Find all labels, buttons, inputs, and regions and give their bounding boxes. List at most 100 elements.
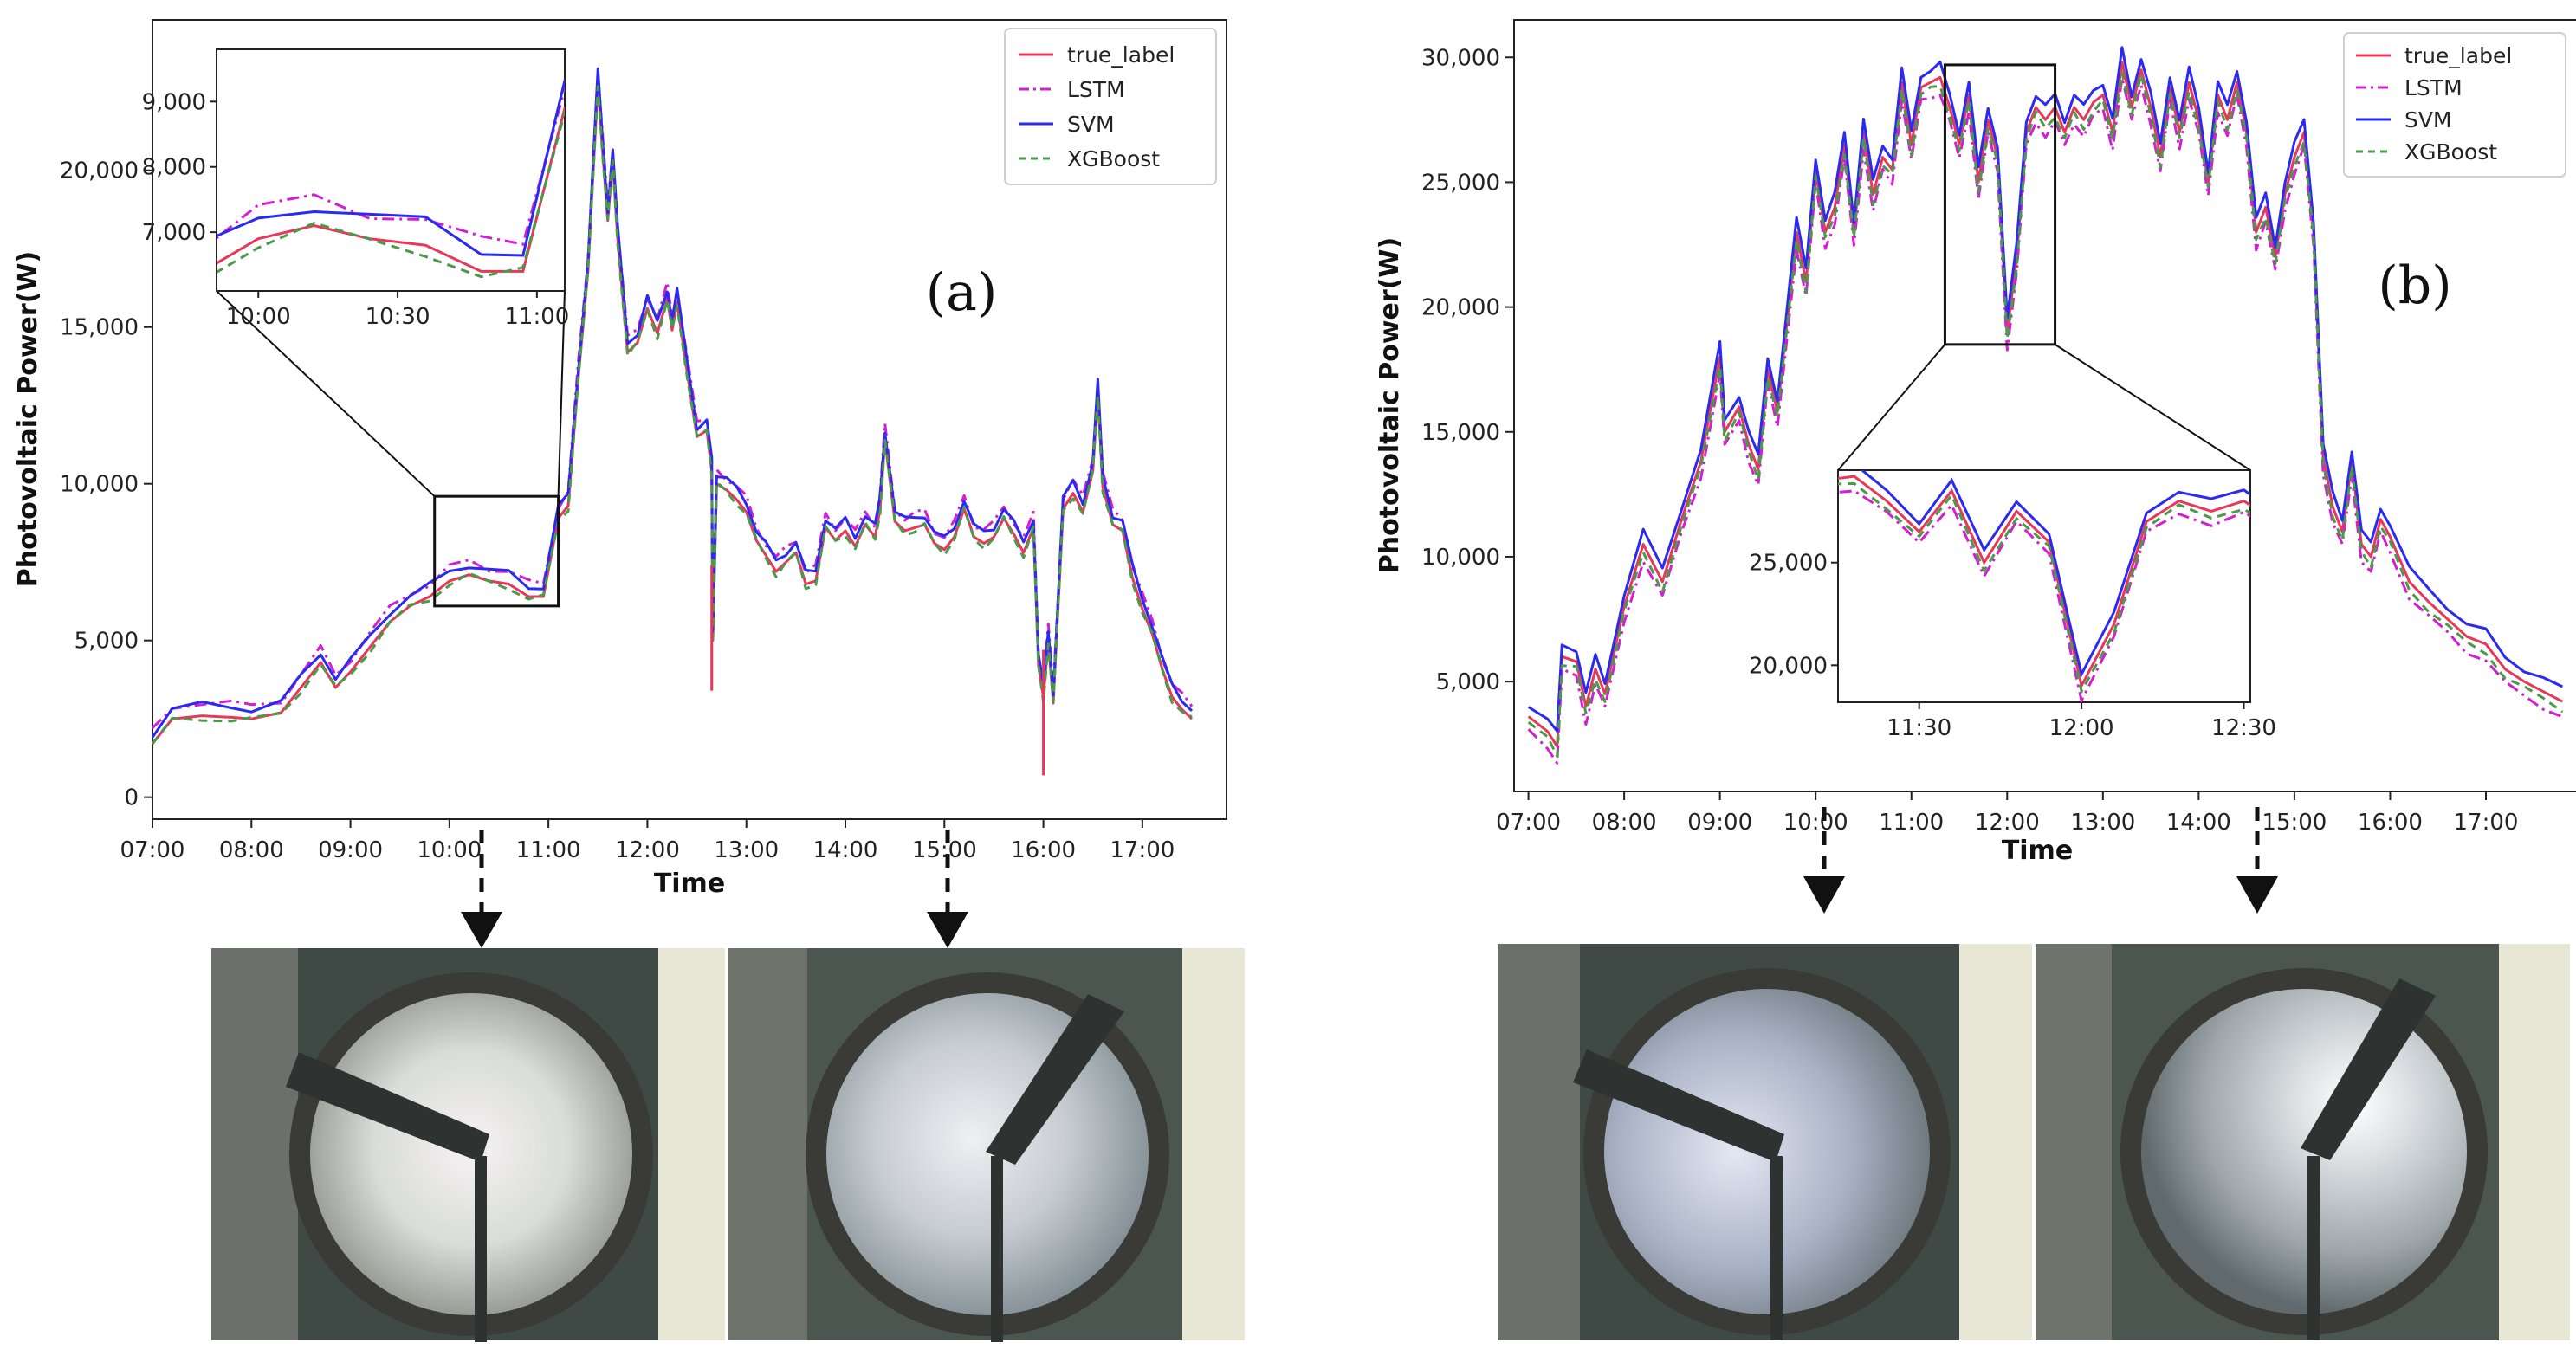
inset-series-line-xgboost (217, 111, 565, 279)
series-lines (1527, 46, 2564, 765)
x-axis-title: Time (654, 868, 725, 899)
inset-x-tick-label: 11:30 (1887, 715, 1951, 741)
inset-y-tick-label: 20,000 (1749, 653, 1828, 679)
x-tick-label: 17:00 (2454, 810, 2519, 836)
inset-y-tick-label: 7,000 (142, 220, 206, 246)
legend: true_label LSTM SVM XGBoost (1004, 28, 1217, 185)
x-tick-label: 11:00 (1879, 810, 1944, 836)
legend-label-svm: SVM (1067, 112, 1115, 137)
inset-series-line-svm (1860, 470, 2250, 678)
x-axis-title: Time (2002, 836, 2073, 866)
x-tick-label: 13:00 (2070, 810, 2135, 836)
legend-box (2343, 32, 2566, 178)
x-tick-label: 10:00 (417, 837, 482, 863)
y-axis-title: Photovoltaic Power(W) (13, 251, 43, 587)
legend-label-true-label: true_label (1067, 42, 1175, 68)
inset-series-line-true-label (217, 106, 565, 273)
inset-series-line-svm (217, 78, 565, 257)
inset-x-tick-label: 11:00 (504, 304, 569, 330)
legend-label-lstm: LSTM (1067, 77, 1125, 102)
arrow-10-00 (1803, 807, 1845, 914)
x-tick-label: 13:00 (714, 837, 779, 863)
sky-photo-1 (1498, 944, 2032, 1340)
arrow-10-00 (461, 830, 502, 948)
x-tick-label: 07:00 (1496, 810, 1561, 836)
x-tick-label: 14:00 (2166, 810, 2231, 836)
sky-photo-2 (728, 948, 1245, 1342)
inset-axes: 20,000 25,000 11:30 12:00 12:30 (1749, 551, 2276, 741)
inset-y-tick-label: 9,000 (142, 89, 206, 115)
legend: true_label LSTM SVM XGBoost (2343, 32, 2566, 178)
x-tick-label: 09:00 (318, 837, 383, 863)
inset-x-tick-label: 10:30 (366, 304, 430, 330)
legend-label-svm: SVM (2404, 107, 2452, 132)
series-line-xgboost (1527, 71, 2564, 758)
y-tick-label: 25,000 (1421, 170, 1500, 196)
y-tick-label: 0 (124, 785, 139, 811)
x-tick-label: 11:00 (516, 837, 581, 863)
x-tick-label: 15:00 (912, 837, 977, 863)
y-axis: 5,000 10,000 15,000 20,000 25,000 30,000 (1421, 45, 1514, 695)
arrow-15-00 (927, 830, 968, 948)
y-tick-label: 30,000 (1421, 45, 1500, 71)
inset-series-line-lstm (1838, 489, 2250, 702)
panel-label: (a) (926, 262, 998, 323)
y-tick-label: 10,000 (60, 472, 139, 498)
arrow-15-00 (2236, 807, 2278, 914)
inset-series-lines (1838, 470, 2250, 702)
x-tick-label: 08:00 (219, 837, 284, 863)
inset-chart: 20,000 25,000 11:30 12:00 12:30 (1749, 469, 2276, 741)
x-tick-label: 15:00 (2262, 810, 2327, 836)
y-tick-label: 10,000 (1421, 545, 1500, 571)
zoom-connector (2055, 344, 2251, 471)
legend-label-xgboost: XGBoost (2404, 139, 2497, 165)
y-tick-label: 20,000 (60, 158, 139, 184)
x-tick-label: 10:00 (1783, 810, 1848, 836)
inset-chart: 7,000 8,000 9,000 10:00 10:30 11:00 (142, 48, 570, 330)
panel-a: 0 5,000 10,000 15,000 20,000 07:00 08:00 09:00… (13, 19, 1245, 1342)
x-axis: 07:00 08:00 09:00 10:00 11:00 12:00 13:00 14:00… (1496, 791, 2518, 836)
panel-label: (b) (2378, 255, 2451, 316)
y-tick-label: 5,000 (74, 629, 139, 655)
inset-x-tick-label: 10:00 (226, 304, 291, 330)
zoom-connector (557, 290, 566, 497)
x-tick-label: 08:00 (1592, 810, 1657, 836)
y-tick-label: 20,000 (1421, 295, 1500, 321)
inset-frame (1837, 469, 2251, 703)
x-tick-label: 16:00 (1011, 837, 1076, 863)
zoom-connector (216, 290, 436, 497)
inset-y-tick-label: 25,000 (1749, 551, 1828, 577)
inset-frame (216, 48, 566, 292)
inset-x-tick-label: 12:00 (2049, 715, 2114, 741)
inset-axes: 7,000 8,000 9,000 10:00 10:30 11:00 (142, 89, 570, 330)
legend-box (1004, 28, 1217, 185)
inset-series-lines (217, 78, 565, 279)
sky-photo-1 (211, 948, 725, 1342)
legend-label-lstm: LSTM (2404, 75, 2463, 100)
zoom-connector (1837, 344, 1946, 471)
zoom-box (433, 494, 560, 608)
inset-series-line-xgboost (1838, 481, 2250, 695)
x-tick-label: 07:00 (120, 837, 185, 863)
series-line-xgboost (151, 85, 1193, 745)
series-line-svm (1527, 46, 2564, 733)
series-line-svm (151, 67, 1194, 739)
inset-series-line-true-label (1838, 475, 2250, 690)
x-axis: 07:00 08:00 09:00 10:00 11:00 12:00 13:00 14:00… (120, 819, 1175, 863)
series-lines (151, 67, 1194, 776)
inset-x-tick-label: 12:30 (2211, 715, 2276, 741)
inset-y-tick-label: 8,000 (142, 155, 206, 181)
x-tick-label: 09:00 (1687, 810, 1752, 836)
legend-label-true-label: true_label (2404, 43, 2512, 68)
x-tick-label: 12:00 (615, 837, 680, 863)
y-axis-title: Photovoltaic Power(W) (1375, 237, 1405, 573)
zoom-box (1943, 63, 2057, 346)
y-axis: 0 5,000 10,000 15,000 20,000 (60, 158, 152, 811)
y-tick-label: 15,000 (1421, 420, 1500, 446)
x-tick-label: 12:00 (1975, 810, 2040, 836)
y-tick-label: 5,000 (1436, 669, 1500, 695)
panel-b: 5,000 10,000 15,000 20,000 25,000 30,000 07:0… (1375, 19, 2576, 1340)
legend-label-xgboost: XGBoost (1067, 146, 1160, 171)
x-tick-label: 14:00 (813, 837, 878, 863)
